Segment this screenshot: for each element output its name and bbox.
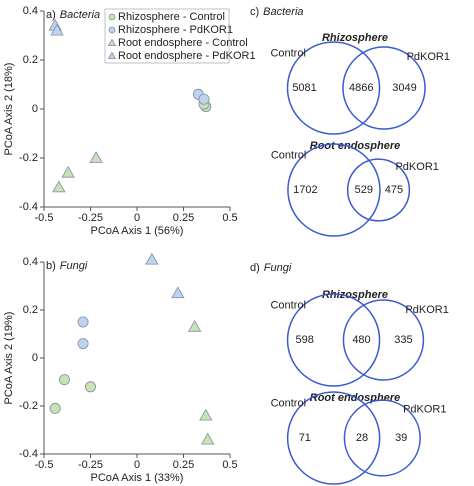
- venn-title: Rhizosphere: [322, 32, 388, 44]
- triangle-marker: [187, 319, 202, 332]
- venn-circle: [286, 391, 381, 485]
- set-label: PdKOR1: [395, 161, 438, 173]
- circle-marker: [198, 93, 210, 105]
- x-tick-label: 0.25: [173, 212, 194, 224]
- triangle-marker: [145, 252, 159, 265]
- panel-label: d): [250, 262, 260, 274]
- x-axis-label: PCoA Axis 1 (56%): [91, 225, 184, 237]
- panel-heading: d) Fungi: [250, 262, 292, 274]
- venn-circle: [343, 399, 421, 477]
- panel-heading: c) Bacteria: [250, 6, 304, 18]
- x-tick-label: 0.25: [173, 459, 194, 471]
- circle-marker: [77, 316, 89, 328]
- y-tick-label: 0.4: [23, 5, 38, 17]
- circle-marker: [58, 374, 70, 386]
- x-tick-label: -0.5: [35, 459, 54, 471]
- x-tick-label: -0.5: [35, 212, 54, 224]
- venn-count: 1702: [293, 184, 317, 196]
- venn-count: 4866: [349, 82, 373, 94]
- set-label: PdKOR1: [403, 404, 446, 416]
- venn-circle: [286, 293, 381, 387]
- circle-marker: [49, 402, 61, 414]
- y-axis-label: PCoA Axis 2 (18%): [3, 63, 15, 156]
- panel-title: Bacteria: [263, 6, 303, 18]
- circle-marker: [108, 26, 116, 34]
- venn-count: 598: [295, 334, 313, 346]
- legend-label: Root endosphere - Control: [118, 37, 248, 49]
- venn-circle: [346, 158, 411, 222]
- venn-count: 3049: [392, 82, 416, 94]
- venn-circle: [342, 299, 425, 381]
- x-tick-label: 0: [134, 459, 140, 471]
- circle-marker: [108, 13, 116, 21]
- y-tick-label: -0.2: [19, 400, 38, 412]
- venn-count: 529: [355, 184, 373, 196]
- x-tick-label: 0.5: [222, 212, 237, 224]
- set-label: Control: [270, 299, 305, 311]
- y-tick-label: -0.4: [19, 201, 38, 213]
- panel-title: Bacteria: [60, 9, 100, 21]
- x-tick-label: 0.5: [222, 459, 237, 471]
- triangle-marker: [107, 51, 117, 60]
- legend-label: Rhizosphere - PdKOR1: [118, 24, 233, 36]
- panel-label: a): [46, 9, 56, 21]
- panel-heading: a) Bacteria: [46, 9, 100, 21]
- triangle-marker: [199, 408, 213, 421]
- triangle-marker: [200, 432, 215, 445]
- y-tick-label: -0.2: [19, 152, 38, 164]
- x-axis-label: PCoA Axis 1 (33%): [91, 472, 184, 484]
- circle-marker: [77, 338, 89, 350]
- venn-title: Root endosphere: [310, 140, 400, 152]
- venn-count: 28: [356, 432, 368, 444]
- x-tick-label: 0: [134, 212, 140, 224]
- triangle-marker: [107, 38, 117, 47]
- legend-label: Root endosphere - PdKOR1: [118, 50, 256, 62]
- set-label: Control: [271, 149, 306, 161]
- circle-marker: [85, 381, 97, 393]
- panel-heading: b) Fungi: [46, 260, 88, 272]
- x-tick-label: -0.25: [78, 212, 103, 224]
- venn-count: 335: [394, 334, 412, 346]
- y-tick-label: 0.2: [23, 304, 38, 316]
- venn-circle: [342, 46, 426, 130]
- y-tick-label: 0.4: [23, 256, 38, 268]
- y-axis-label: PCoA Axis 2 (19%): [3, 312, 15, 405]
- y-tick-label: 0: [32, 352, 38, 364]
- venn-count: 480: [352, 334, 370, 346]
- triangle-marker: [52, 180, 66, 193]
- panel-title: Fungi: [60, 260, 88, 272]
- triangle-marker: [171, 286, 185, 299]
- triangle-marker: [61, 165, 75, 178]
- venn-circle: [287, 143, 381, 237]
- venn-count: 475: [385, 184, 403, 196]
- panel-label: c): [250, 6, 259, 18]
- y-tick-label: 0: [32, 103, 38, 115]
- x-tick-label: -0.25: [78, 459, 103, 471]
- triangle-marker: [50, 23, 64, 36]
- y-tick-label: -0.4: [19, 448, 38, 460]
- venn-count: 5081: [292, 82, 316, 94]
- y-tick-label: 0.2: [23, 54, 38, 66]
- venn-count: 71: [299, 432, 311, 444]
- venn-title: Rhizosphere: [322, 289, 388, 301]
- set-label: PdKOR1: [405, 304, 448, 316]
- legend-label: Rhizosphere - Control: [118, 11, 225, 23]
- set-label: Control: [270, 47, 305, 59]
- set-label: PdKOR1: [407, 51, 450, 63]
- triangle-marker: [89, 151, 103, 163]
- venn-circle: [286, 41, 381, 135]
- legend-box: [104, 8, 230, 64]
- panel-label: b): [46, 260, 56, 272]
- venn-count: 39: [395, 432, 407, 444]
- set-label: Control: [271, 397, 306, 409]
- panel-title: Fungi: [264, 262, 292, 274]
